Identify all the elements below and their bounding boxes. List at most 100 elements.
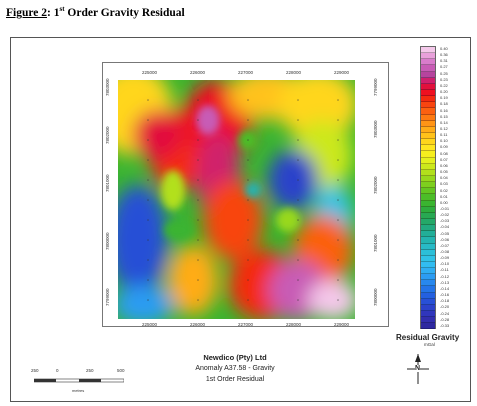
legend-swatch — [421, 249, 435, 256]
legend-swatch — [421, 126, 435, 133]
x-tick-bottom: 229000 — [334, 322, 350, 327]
x-tick-bottom: 228000 — [286, 322, 302, 327]
legend-tick-label: 0.00 — [440, 199, 448, 205]
legend-tick-label: -0.07 — [440, 242, 450, 248]
legend-swatch — [421, 255, 435, 262]
y-tick-left: 7801000 — [105, 174, 110, 192]
x-tick-top: 225000 — [142, 70, 158, 75]
legend-tick-label: 0.25 — [440, 70, 448, 76]
scale-bar — [34, 378, 124, 383]
legend-swatch — [421, 188, 435, 195]
legend-swatch — [421, 286, 435, 293]
caption-sup: st — [59, 5, 65, 13]
y-tick-left: 7799000 — [105, 288, 110, 306]
legend-tick-label: 0.27 — [440, 64, 448, 70]
scale-label: 250 — [31, 368, 39, 373]
legend-tick-label: 0.14 — [440, 119, 448, 125]
legend-swatch — [421, 83, 435, 90]
y-tick-left: 7802000 — [105, 126, 110, 144]
legend-tick-label: -0.14 — [440, 285, 450, 291]
legend-tick-label: 0.05 — [440, 169, 448, 175]
legend-tick-label: -0.06 — [440, 236, 450, 242]
legend-tick-label: 0.36 — [440, 52, 448, 58]
legend-tick-label: -0.02 — [440, 212, 450, 218]
caption-sep: : 1 — [47, 6, 60, 19]
legend-swatch — [421, 292, 435, 299]
legend-swatch — [421, 225, 435, 232]
legend-swatch — [421, 206, 435, 213]
legend-tick-label: -0.05 — [440, 230, 450, 236]
legend-swatch — [421, 53, 435, 60]
x-tick-top: 228000 — [286, 70, 302, 75]
legend-swatch — [421, 47, 435, 54]
gravity-map-svg — [118, 80, 355, 319]
title-block: Newdico (Pty) Ltd Anomaly A37.58 - Gravi… — [170, 352, 300, 385]
legend-unit: mGal — [424, 342, 435, 347]
project-name: Anomaly A37.58 - Gravity — [195, 365, 275, 372]
legend-swatch — [421, 77, 435, 84]
legend-tick-label: -0.09 — [440, 255, 450, 261]
y-tick-left: 7803000 — [105, 78, 110, 96]
legend-tick-label: 0.07 — [440, 156, 448, 162]
legend-swatch — [421, 182, 435, 189]
scale-label: 250 — [86, 368, 94, 373]
legend-swatch — [421, 175, 435, 183]
y-tick-left: 7800000 — [105, 232, 110, 250]
legend-swatch — [421, 298, 435, 305]
legend-tick-label: 0.08 — [440, 150, 448, 156]
legend-swatch — [421, 114, 435, 121]
legend-swatch — [421, 65, 435, 72]
legend-swatch — [421, 280, 435, 287]
legend-tick-label: -0.20 — [440, 304, 450, 310]
legend-tick-label: 0.06 — [440, 162, 448, 168]
legend-swatch — [421, 163, 435, 170]
legend-swatch — [421, 323, 435, 330]
legend-swatch — [421, 132, 435, 140]
map-subtitle: 1st Order Residual — [205, 376, 265, 383]
legend-swatch — [421, 231, 435, 238]
x-tick-top: 226000 — [190, 70, 206, 75]
legend-swatch — [421, 268, 435, 275]
legend-color-bar — [420, 46, 436, 330]
legend-tick-label: 0.09 — [440, 144, 448, 150]
legend-tick-label: -0.11 — [440, 267, 449, 273]
legend-swatch — [421, 169, 435, 176]
legend-tick-label: 0.04 — [440, 175, 448, 181]
x-tick-bottom: 226000 — [190, 322, 206, 327]
legend-swatch — [421, 317, 435, 324]
legend-tick-label: -0.24 — [440, 310, 450, 316]
legend-tick-label: -0.12 — [440, 273, 450, 279]
gravity-map-image — [118, 80, 355, 319]
legend-swatch — [421, 145, 435, 152]
legend-swatch — [421, 102, 435, 109]
legend-tick-label: -0.10 — [440, 261, 450, 267]
legend-swatch — [421, 59, 435, 66]
y-tick-right: 7801000 — [373, 234, 378, 252]
legend-swatch — [421, 194, 435, 201]
x-tick-top: 229000 — [334, 70, 350, 75]
legend-swatch — [421, 139, 435, 146]
legend-tick-label: -0.28 — [440, 316, 450, 322]
legend-tick-label: -0.13 — [440, 279, 450, 285]
y-tick-right: 7803000 — [373, 120, 378, 138]
legend-tick-label: -0.16 — [440, 292, 450, 298]
legend-swatch — [421, 96, 435, 103]
legend-title: Residual Gravity — [396, 333, 460, 342]
y-tick-right: 7802000 — [373, 176, 378, 194]
company-name: Newdico (Pty) Ltd — [203, 353, 267, 362]
legend-tick-label: 0.19 — [440, 95, 448, 101]
legend-swatch — [421, 311, 435, 318]
legend-swatch — [421, 243, 435, 250]
legend-tick-label: 0.22 — [440, 82, 448, 88]
scale-label: 500 — [117, 368, 125, 373]
legend-tick-label: 0.18 — [440, 101, 448, 107]
legend-swatch — [421, 304, 435, 312]
legend-swatch — [421, 261, 435, 269]
y-tick-right: 7799000 — [373, 78, 378, 96]
legend-swatch — [421, 157, 435, 164]
legend-swatch — [421, 200, 435, 207]
scale-unit: metres — [72, 388, 85, 393]
legend-tick-label: 0.31 — [440, 58, 448, 64]
legend-tick-label: -0.18 — [440, 298, 450, 304]
legend-swatch — [421, 218, 435, 226]
